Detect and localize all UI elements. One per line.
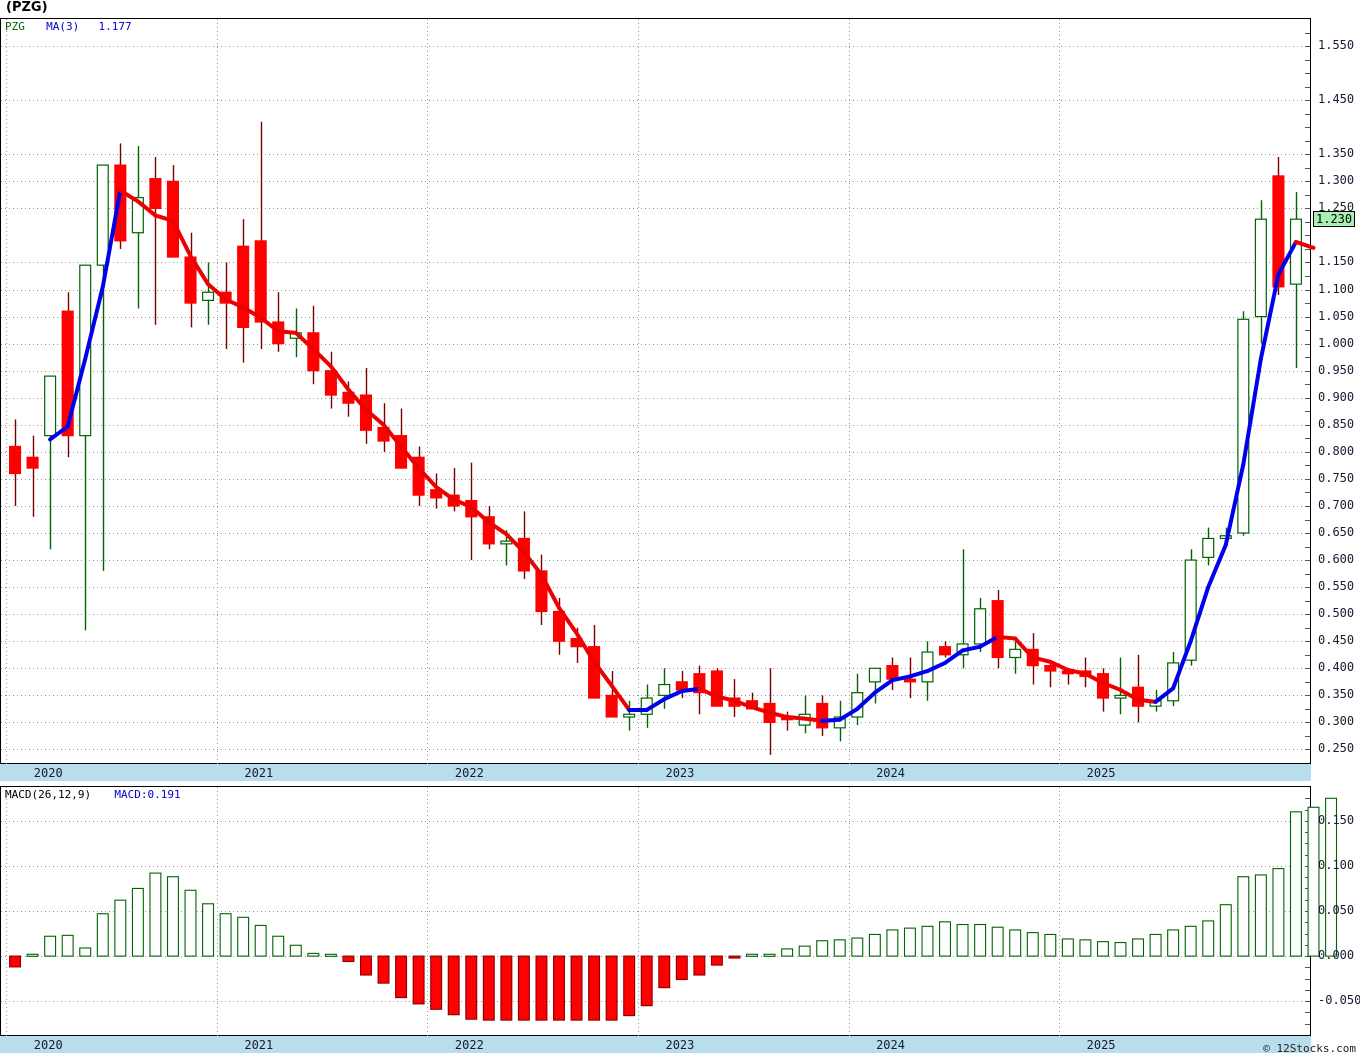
price-y-tick: 1.050	[1318, 308, 1355, 323]
price-x-axis-band	[0, 764, 1311, 781]
price-y-tick: 0.950	[1318, 362, 1355, 377]
price-y-tick: 0.250	[1318, 741, 1355, 756]
price-legend: PZG MA(3) 1.177	[5, 20, 132, 33]
macd-legend-value: MACD:0.191	[114, 788, 181, 801]
legend-symbol: PZG	[5, 20, 25, 33]
macd-y-tick: 0.100	[1318, 857, 1355, 872]
price-x-tick: 2023	[665, 766, 695, 780]
price-y-tick: 1.250	[1318, 200, 1355, 215]
price-x-tick: 2025	[1086, 766, 1116, 780]
macd-x-tick: 2021	[244, 1038, 274, 1052]
price-y-tick: 0.400	[1318, 660, 1355, 675]
page-title: (PZG)	[6, 0, 48, 15]
price-x-tick: 2020	[33, 766, 63, 780]
macd-y-tick: 0.150	[1318, 812, 1355, 827]
watermark: © 12Stocks.com	[1263, 1042, 1356, 1055]
price-y-tick: 0.600	[1318, 552, 1355, 567]
price-y-tick: 0.300	[1318, 714, 1355, 729]
price-y-tick: 1.350	[1318, 146, 1355, 161]
macd-x-tick: 2024	[876, 1038, 905, 1052]
price-y-tick: 1.300	[1318, 173, 1355, 188]
price-y-tick: 1.000	[1318, 335, 1355, 350]
price-panel-frame	[0, 18, 1311, 764]
macd-legend-name: MACD(26,12,9)	[5, 788, 92, 801]
price-x-tick: 2021	[244, 766, 274, 780]
macd-x-axis-band	[0, 1036, 1311, 1053]
macd-x-tick: 2020	[33, 1038, 63, 1052]
price-y-tick: 0.750	[1318, 470, 1355, 485]
price-y-tick: 0.650	[1318, 525, 1355, 540]
macd-y-tick: -0.050	[1318, 993, 1360, 1008]
price-y-tick: 0.700	[1318, 497, 1355, 512]
price-y-tick: 0.350	[1318, 687, 1355, 702]
macd-y-tick: 0.000	[1318, 948, 1355, 963]
legend-ma-value: 1.177	[98, 20, 132, 33]
price-y-tick: 0.850	[1318, 416, 1355, 431]
macd-x-tick: 2022	[454, 1038, 484, 1052]
price-y-tick: 1.100	[1318, 281, 1355, 296]
last-price-tag: 1.230	[1313, 211, 1356, 228]
price-x-tick: 2022	[454, 766, 484, 780]
price-y-tick: 1.550	[1318, 38, 1355, 53]
price-y-tick: 0.900	[1318, 389, 1355, 404]
price-y-tick: 0.550	[1318, 579, 1355, 594]
price-y-tick: 1.150	[1318, 254, 1355, 269]
price-y-tick: 0.500	[1318, 606, 1355, 621]
macd-x-tick: 2025	[1086, 1038, 1116, 1052]
price-y-tick: 0.450	[1318, 633, 1355, 648]
legend-ma-label: MA(3)	[46, 20, 80, 33]
price-y-tick: 1.450	[1318, 92, 1355, 107]
price-x-tick: 2024	[876, 766, 905, 780]
price-y-tick: 0.800	[1318, 443, 1355, 458]
macd-y-tick: 0.050	[1318, 903, 1355, 917]
macd-legend: MACD(26,12,9) MACD:0.191	[5, 788, 181, 801]
macd-x-tick: 2023	[665, 1038, 695, 1052]
